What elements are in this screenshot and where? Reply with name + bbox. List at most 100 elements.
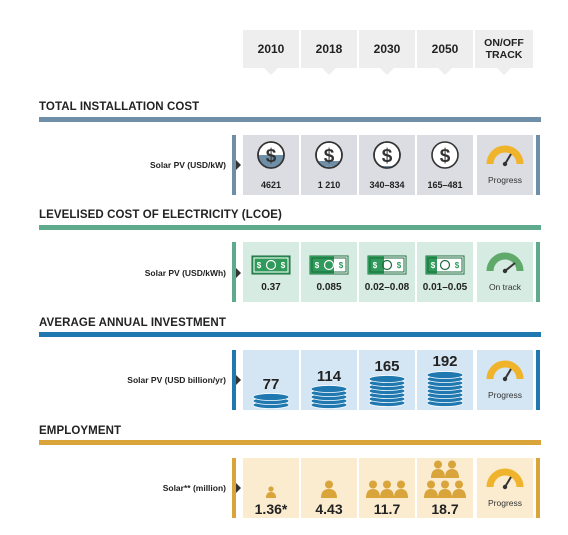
column-header-2030: 2030 xyxy=(359,30,415,75)
cost-cell-2030: $ 340–834 xyxy=(359,135,415,195)
people-icon xyxy=(359,480,415,498)
svg-text:$: $ xyxy=(324,146,335,167)
lcoe-cell-2018: $ $ 0.085 xyxy=(301,242,357,302)
investment-value: 165 xyxy=(374,358,400,375)
investment-cell-2050: 192 xyxy=(417,350,473,410)
investment-value: 77 xyxy=(262,376,280,393)
svg-text:$: $ xyxy=(455,261,460,270)
section-title-installation-cost: TOTAL INSTALLATION COST xyxy=(39,101,200,113)
investment-cell-2010: 77 xyxy=(243,350,299,410)
banknote-icon: $ $ xyxy=(243,255,299,275)
row-chevron-icon xyxy=(236,160,241,170)
employment-value: 1.36* xyxy=(254,501,288,517)
svg-text:$: $ xyxy=(281,261,286,270)
svg-text:$: $ xyxy=(315,261,320,270)
cost-cell-2050: $ 165–481 xyxy=(417,135,473,195)
svg-text:$: $ xyxy=(397,261,402,270)
employment-value: 4.43 xyxy=(315,501,343,517)
cost-value: 1 210 xyxy=(317,180,341,190)
cost-cell-2010: $ 4621 xyxy=(243,135,299,195)
dollar-coin-icon: $ xyxy=(359,140,415,170)
employment-cell-2018: 4.43 xyxy=(301,458,357,518)
investment-value: 114 xyxy=(316,368,342,385)
svg-text:$: $ xyxy=(373,261,378,270)
status-cell: Progress xyxy=(477,458,533,518)
cost-value: 4621 xyxy=(260,180,282,190)
column-header-track: ON/OFF TRACK xyxy=(475,30,533,75)
people-icon xyxy=(301,480,357,498)
section-rule xyxy=(39,225,541,230)
svg-text:$: $ xyxy=(266,146,277,167)
lcoe-cell-2030: $ $ 0.02–0.08 xyxy=(359,242,415,302)
cost-value: 165–481 xyxy=(427,180,463,190)
section-title-employment: EMPLOYMENT xyxy=(39,425,122,437)
row-bar-end xyxy=(536,242,540,302)
section-rule xyxy=(39,440,541,445)
coin-stack-icon xyxy=(301,385,357,409)
row-bar-end xyxy=(536,458,540,518)
cost-value: 340–834 xyxy=(369,180,405,190)
employment-cell-2010: 1.36* xyxy=(243,458,299,518)
section-rule xyxy=(39,332,541,337)
banknote-icon: $ $ xyxy=(359,255,415,275)
row-bar-end xyxy=(536,135,540,195)
section-title-lcoe: LEVELISED COST OF ELECTRICITY (LCOE) xyxy=(39,209,282,221)
column-header-2050: 2050 xyxy=(417,30,473,75)
svg-text:$: $ xyxy=(431,261,436,270)
investment-value: 192 xyxy=(432,353,458,370)
row-chevron-icon xyxy=(236,375,241,385)
row-label: Solar PV (USD billion/yr) xyxy=(127,375,226,385)
row-label: Solar PV (USD/kWh) xyxy=(144,268,226,278)
lcoe-cell-2050: $ $ 0.01–0.05 xyxy=(417,242,473,302)
status-cell: On track xyxy=(477,242,533,302)
people-icon xyxy=(417,460,473,498)
column-header-2018: 2018 xyxy=(301,30,357,75)
dollar-coin-icon: $ xyxy=(243,140,299,170)
lcoe-value: 0.085 xyxy=(316,282,342,293)
people-icon xyxy=(243,486,299,498)
employment-cell-2030: 11.7 xyxy=(359,458,415,518)
lcoe-value: 0.01–0.05 xyxy=(422,282,468,293)
row-bar xyxy=(232,135,236,195)
gauge-icon xyxy=(477,465,533,491)
status-cell: Progress xyxy=(477,350,533,410)
coin-stack-icon xyxy=(359,375,415,407)
banknote-icon: $ $ xyxy=(417,255,473,275)
employment-value: 11.7 xyxy=(373,501,401,517)
row-bar-end xyxy=(536,350,540,410)
investment-cell-2030: 165 xyxy=(359,350,415,410)
status-label: Progress xyxy=(487,175,522,185)
gauge-icon xyxy=(477,142,533,168)
svg-text:$: $ xyxy=(440,146,451,167)
gauge-icon xyxy=(477,357,533,383)
employment-cell-2050: 18.7 xyxy=(417,458,473,518)
row-chevron-icon xyxy=(236,268,241,278)
status-cell: Progress xyxy=(477,135,533,195)
dollar-coin-icon: $ xyxy=(301,140,357,170)
investment-cell-2018: 114 xyxy=(301,350,357,410)
column-header-2010: 2010 xyxy=(243,30,299,75)
lcoe-value: 0.37 xyxy=(261,282,281,293)
svg-text:$: $ xyxy=(382,146,393,167)
gauge-icon xyxy=(477,249,533,275)
status-label: On track xyxy=(488,282,522,292)
section-rule xyxy=(39,117,541,122)
dollar-coin-icon: $ xyxy=(417,140,473,170)
lcoe-cell-2010: $ $ 0.37 xyxy=(243,242,299,302)
banknote-icon: $ $ xyxy=(301,255,357,275)
row-bar xyxy=(232,350,236,410)
row-chevron-icon xyxy=(236,483,241,493)
employment-value: 18.7 xyxy=(431,501,459,517)
row-bar xyxy=(232,242,236,302)
row-bar xyxy=(232,458,236,518)
status-label: Progress xyxy=(487,390,522,400)
svg-text:$: $ xyxy=(339,261,344,270)
row-label: Solar** (million) xyxy=(162,483,226,493)
status-label: Progress xyxy=(487,498,522,508)
coin-stack-icon xyxy=(417,371,473,407)
section-title-investment: AVERAGE ANNUAL INVESTMENT xyxy=(39,317,226,329)
svg-text:$: $ xyxy=(257,261,262,270)
cost-cell-2018: $ 1 210 xyxy=(301,135,357,195)
lcoe-value: 0.02–0.08 xyxy=(364,282,410,293)
coin-stack-icon xyxy=(243,393,299,409)
